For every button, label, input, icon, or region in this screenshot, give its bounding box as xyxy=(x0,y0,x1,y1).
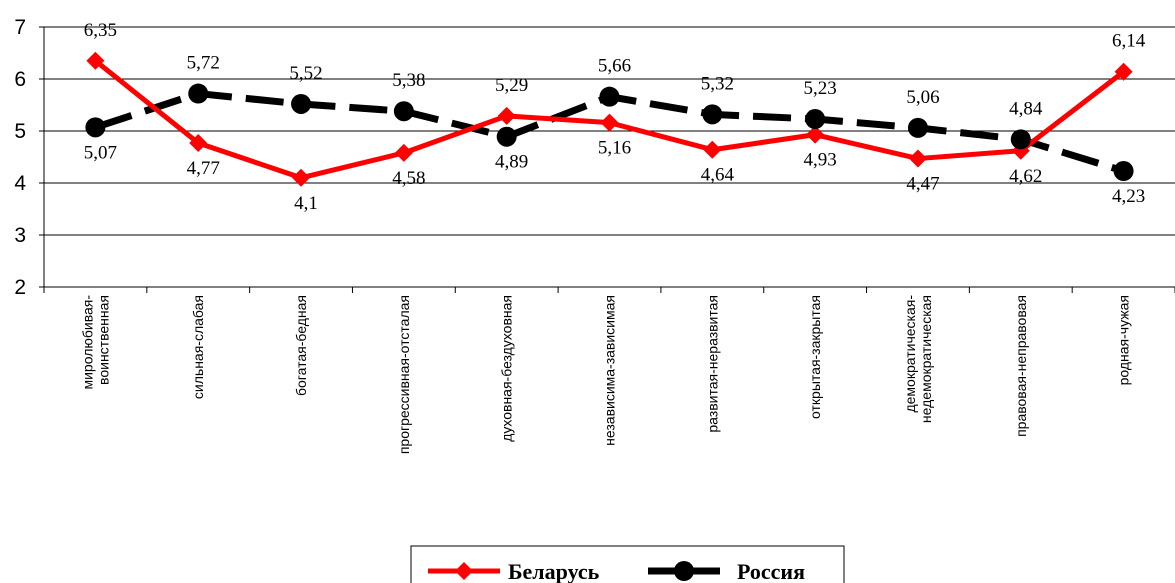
x-tick-label: миролюбивая- xyxy=(79,295,95,390)
data-labels: 6,35 5,07 4,77 5,72 4,1 5,52 4,58 5,38 5,29 4,89 5… xyxy=(84,20,1146,214)
x-tick-label: богатая-бедная xyxy=(293,295,309,396)
data-label: 4,93 xyxy=(804,150,837,171)
x-tick-label: независима-зависимая xyxy=(602,295,618,446)
legend-box xyxy=(410,545,845,583)
x-tick-label: правовая-неправовая xyxy=(1013,295,1029,437)
russia-point xyxy=(1113,161,1134,182)
legend-swatch-russia-marker xyxy=(674,561,694,581)
data-label: 5,07 xyxy=(84,142,117,163)
russia-point xyxy=(291,93,312,114)
x-tick-label: воинственная xyxy=(95,295,111,385)
legend: Беларусь Россия xyxy=(410,545,845,583)
data-label: 4,77 xyxy=(187,158,220,179)
data-label: 4,47 xyxy=(906,174,939,195)
belarus-point xyxy=(908,149,927,168)
russia-point xyxy=(85,117,106,138)
legend-swatch-belarus-marker xyxy=(455,562,473,580)
data-label: 4,84 xyxy=(1009,98,1043,119)
data-label: 4,62 xyxy=(1009,166,1042,187)
belarus-point xyxy=(1114,62,1133,81)
belarus-point xyxy=(806,125,825,144)
data-label: 5,38 xyxy=(392,70,425,91)
x-tick-label: недемократическая xyxy=(918,295,934,423)
data-label: 4,89 xyxy=(495,152,528,173)
y-tick-label: 7 xyxy=(14,16,26,39)
series-group xyxy=(85,51,1134,187)
data-label: 5,52 xyxy=(289,63,322,84)
y-axis: 2 3 4 5 6 7 xyxy=(14,16,45,299)
legend-label-belarus: Беларусь xyxy=(508,559,600,583)
y-tick-label: 3 xyxy=(14,224,26,247)
russia-point xyxy=(907,117,928,138)
belarus-point xyxy=(703,140,722,159)
data-label: 6,35 xyxy=(84,20,117,41)
belarus-point xyxy=(600,113,619,132)
russia-point xyxy=(805,109,826,130)
legend-label-russia: Россия xyxy=(737,559,805,583)
data-label: 5,16 xyxy=(598,138,631,159)
data-label: 4,23 xyxy=(1112,186,1145,207)
data-label: 4,1 xyxy=(294,193,318,214)
data-label: 6,14 xyxy=(1112,31,1146,52)
data-label: 5,23 xyxy=(804,78,837,99)
x-tick-label: демократическая- xyxy=(902,295,918,413)
russia-point xyxy=(496,126,517,147)
data-label: 5,06 xyxy=(906,87,939,108)
x-tick-label: сильная-слабая xyxy=(190,295,206,399)
y-tick-label: 5 xyxy=(14,120,26,143)
y-tick-label: 4 xyxy=(14,172,26,195)
belarus-point xyxy=(394,143,413,162)
x-tick-label: открытая-закрытая xyxy=(807,295,823,419)
y-tick-label: 2 xyxy=(14,276,26,299)
belarus-point xyxy=(292,168,311,187)
russia-point xyxy=(702,104,723,125)
data-label: 4,58 xyxy=(392,168,425,189)
data-label: 5,29 xyxy=(495,75,528,96)
x-tick-label: духовная-бездуховная xyxy=(499,295,515,442)
belarus-point xyxy=(86,51,105,70)
x-tick-label: прогрессивная-отсталая xyxy=(396,295,412,454)
x-tick-label: родная-чужая xyxy=(1116,295,1132,385)
y-tick-label: 6 xyxy=(14,68,26,91)
data-label: 5,32 xyxy=(701,73,734,94)
x-axis: миролюбивая-воинственная сильная-слабая бо… xyxy=(43,286,1175,454)
russia-point xyxy=(188,83,209,104)
data-label: 4,64 xyxy=(701,165,735,186)
belarus-point xyxy=(189,133,208,152)
belarus-point xyxy=(497,106,516,125)
data-label: 5,66 xyxy=(598,56,631,77)
russia-point xyxy=(599,86,620,107)
russia-point xyxy=(393,101,414,122)
x-tick-label: развитая-неразвитая xyxy=(704,295,720,433)
russia-point xyxy=(1010,129,1031,150)
data-label: 5,72 xyxy=(187,53,220,74)
